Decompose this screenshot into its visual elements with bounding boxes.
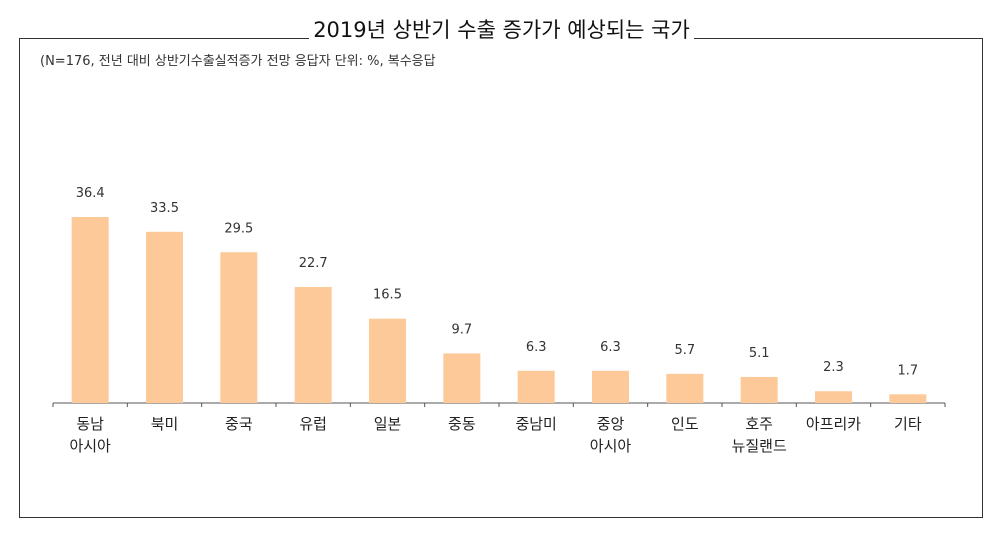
data-label: 33.5: [150, 201, 179, 216]
category-label: 동남: [76, 415, 104, 433]
category-label: 아프리카: [806, 415, 861, 433]
chart-subtitle: (N=176, 전년 대비 상반기수출실적증가 전망 응답자 단위: %, 복수…: [40, 54, 436, 69]
category-label: 일본: [374, 415, 402, 433]
data-label: 22.7: [299, 256, 328, 271]
category-label: 기타: [894, 415, 922, 433]
bar: [71, 217, 109, 403]
bar: [889, 394, 927, 403]
category-label: 유럽: [299, 415, 327, 433]
bar: [592, 370, 629, 403]
bar: [517, 370, 555, 403]
data-label: 16.5: [373, 288, 402, 303]
bar: [740, 376, 778, 403]
chart-title: 2019년 상반기 수출 증가가 예상되는 국가: [0, 14, 1003, 44]
data-label: 29.5: [224, 221, 253, 236]
data-label: 6.3: [526, 340, 547, 355]
bar: [815, 391, 852, 403]
data-label: 36.4: [76, 186, 105, 201]
data-label: 5.7: [674, 343, 695, 358]
data-label: 6.3: [600, 340, 621, 355]
category-label: 중남미: [515, 415, 556, 433]
category-label: 중국: [225, 415, 253, 433]
category-label: 중앙: [597, 415, 625, 433]
bar: [443, 353, 481, 403]
bar: [220, 252, 258, 403]
category-label: 인도: [671, 415, 699, 433]
data-label: 2.3: [823, 360, 844, 375]
bar: [146, 231, 183, 403]
data-label: 5.1: [749, 346, 770, 361]
category-label: 뉴질랜드: [732, 437, 787, 455]
category-label: 북미: [151, 415, 179, 433]
category-label: 중동: [448, 415, 476, 433]
data-label: 9.7: [451, 322, 472, 337]
category-label: 아시아: [69, 437, 111, 455]
bar: [294, 287, 332, 403]
bar: [369, 318, 406, 403]
category-label: 호주: [745, 415, 773, 433]
category-label: 아시아: [590, 437, 632, 455]
bar: [666, 373, 704, 403]
data-label: 1.7: [897, 363, 918, 378]
